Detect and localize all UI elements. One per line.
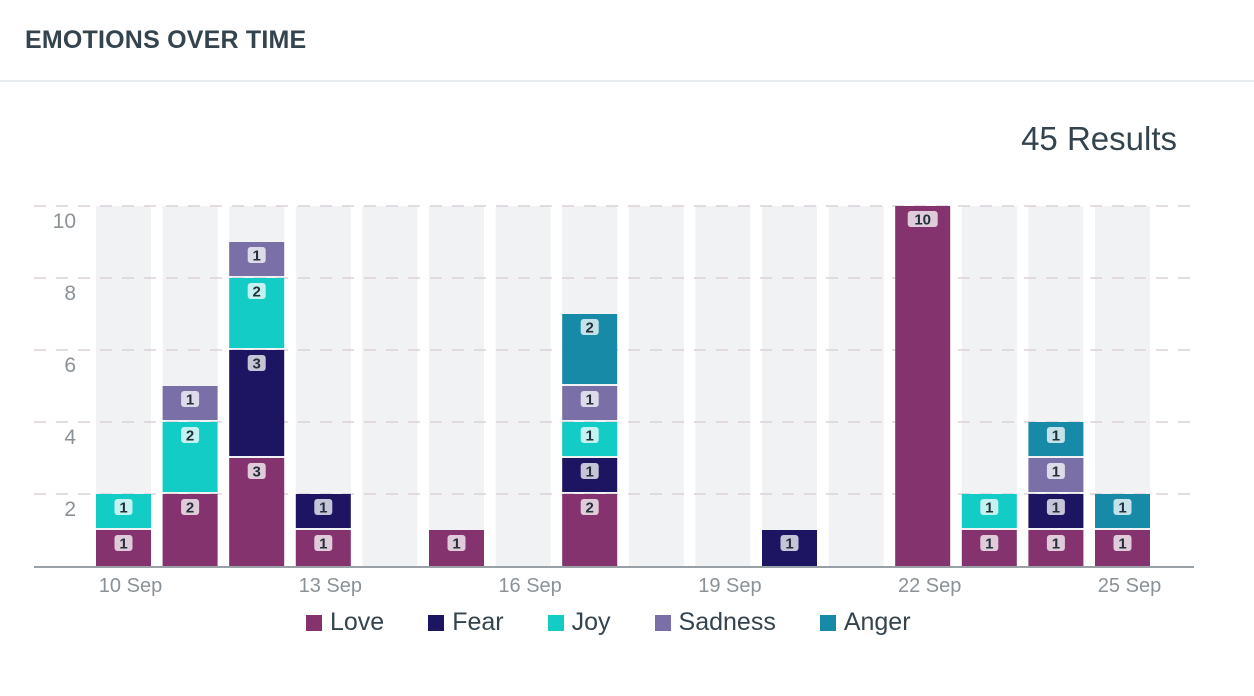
data-label: 1 [1052, 536, 1060, 553]
data-label: 1 [186, 392, 194, 409]
data-label-badge [1113, 499, 1132, 515]
data-label: 2 [586, 500, 594, 517]
data-label: 1 [1118, 536, 1126, 553]
data-label-badge [247, 283, 266, 299]
data-label: 1 [586, 392, 594, 409]
data-label-badge [580, 391, 599, 407]
data-label: 1 [319, 500, 327, 517]
data-label-badge [580, 499, 599, 515]
data-label: 1 [586, 464, 594, 481]
data-label: 1 [319, 536, 327, 553]
data-label-badge [780, 535, 799, 551]
data-label: 3 [253, 464, 261, 481]
data-label-badge [1046, 535, 1065, 551]
y-tick-label: 2 [64, 498, 76, 521]
bar-track [495, 206, 551, 566]
data-label-badge [1113, 535, 1132, 551]
data-label: 2 [253, 284, 261, 301]
results-count: 45 Results [1021, 120, 1177, 157]
chart-legend: Love Fear Joy Sadness Anger [306, 608, 955, 637]
data-label-badge [580, 319, 599, 335]
data-label: 2 [186, 428, 194, 445]
data-label: 3 [253, 356, 261, 373]
data-label-badge [580, 427, 599, 443]
y-tick-label: 6 [64, 354, 76, 377]
data-label-badge [980, 535, 999, 551]
data-label-badge [980, 499, 999, 515]
y-tick-label: 8 [64, 282, 76, 305]
x-tick-label: 25 Sep [1098, 575, 1161, 597]
bar-track [762, 206, 817, 566]
data-label: 1 [119, 500, 127, 517]
data-label-badge [247, 355, 266, 371]
legend-label: Anger [843, 608, 911, 636]
y-tick-label: 4 [64, 426, 76, 449]
data-label: 1 [985, 536, 993, 553]
data-label: 2 [586, 320, 594, 337]
bar-segment-love [895, 206, 951, 566]
data-label: 10 [914, 212, 931, 229]
data-label-badge [1046, 463, 1065, 479]
data-label-badge [314, 535, 333, 551]
data-label: 1 [253, 248, 261, 265]
data-label: 2 [186, 500, 194, 517]
data-label: 1 [785, 536, 793, 553]
x-tick-label: 22 Sep [898, 575, 961, 597]
data-label-badge [247, 463, 266, 479]
x-tick-label: 16 Sep [498, 575, 561, 597]
data-label-badge [181, 391, 200, 407]
legend-item-fear[interactable]: Fear [428, 608, 504, 637]
data-label-badge [181, 427, 200, 443]
data-label: 1 [586, 428, 594, 445]
legend-label: Sadness [678, 608, 776, 636]
legend-swatch-icon [547, 614, 564, 631]
data-label-badge [114, 535, 133, 551]
legend-swatch-icon [306, 614, 322, 631]
legend-label: Love [330, 608, 385, 636]
card-header: EMOTIONS OVER TIME [0, 0, 1254, 82]
data-label: 1 [452, 536, 460, 553]
data-label: 1 [119, 536, 127, 553]
bar-track [362, 206, 418, 566]
data-label-badge [907, 211, 938, 227]
legend-swatch-icon [428, 614, 445, 631]
bar-track [429, 206, 484, 566]
data-label-badge [447, 535, 466, 551]
data-label: 1 [1052, 500, 1060, 517]
data-label: 1 [1052, 464, 1060, 481]
x-tick-label: 13 Sep [299, 575, 362, 597]
data-label: 1 [1118, 500, 1126, 517]
card-title: EMOTIONS OVER TIME [25, 25, 307, 54]
legend-item-sadness[interactable]: Sadness [654, 608, 776, 637]
bar-track [695, 206, 751, 566]
data-label-badge [314, 499, 333, 515]
legend-label: Fear [452, 608, 504, 636]
data-label-badge [181, 499, 200, 515]
data-label: 1 [985, 500, 993, 517]
data-label-badge [114, 499, 133, 515]
data-label-badge [1046, 499, 1065, 515]
data-label-badge [580, 463, 599, 479]
x-tick-label: 10 Sep [99, 575, 162, 597]
legend-label: Joy [571, 608, 611, 636]
data-label: 1 [1052, 428, 1060, 445]
x-tick-label: 19 Sep [698, 575, 761, 597]
legend-item-love[interactable]: Love [306, 608, 384, 637]
legend-item-joy[interactable]: Joy [547, 608, 611, 637]
bar-track [828, 206, 884, 566]
legend-swatch-icon [819, 614, 836, 631]
bar-track [628, 206, 684, 566]
data-label-badge [1046, 427, 1065, 443]
y-tick-label: 10 [53, 210, 76, 233]
legend-swatch-icon [654, 614, 671, 631]
data-label-badge [247, 247, 266, 263]
legend-item-anger[interactable]: Anger [819, 608, 911, 637]
